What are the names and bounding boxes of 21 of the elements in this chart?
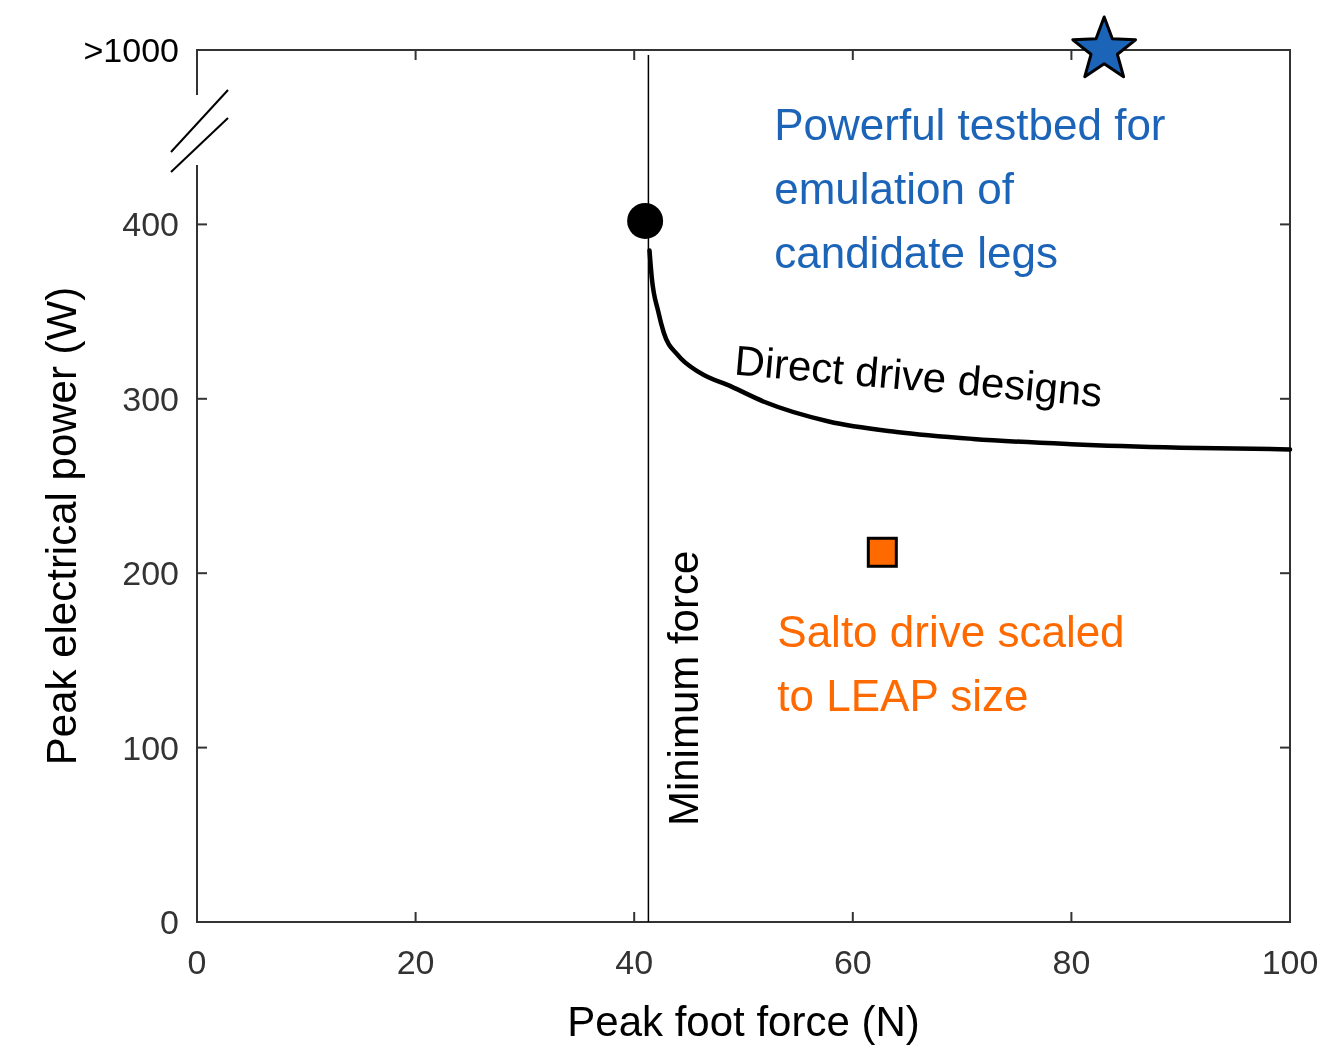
point <box>1071 15 1138 79</box>
y-tick-label: 300 <box>122 379 179 418</box>
y-tick-label: 100 <box>122 728 179 767</box>
x-tick-label: 100 <box>1261 943 1319 981</box>
point <box>627 202 664 239</box>
y-tick-label: 0 <box>160 903 179 941</box>
series-label: Powerful testbed for emulation of candidate legs <box>774 100 1166 277</box>
point <box>866 536 898 568</box>
x-tick-label: 80 <box>1052 943 1091 981</box>
x-tick-label: 60 <box>833 943 872 981</box>
text: Salto drive scaled to LEAP size <box>777 607 1125 721</box>
ref-line-label: Minimum force <box>660 550 708 827</box>
y-tick-label: 400 <box>122 205 179 244</box>
x-tick-label: 20 <box>396 943 435 981</box>
series-label: Direct drive designs <box>732 336 1105 416</box>
y-axis-title: Peak electrical power (W) <box>38 286 85 766</box>
y-tick-label: 200 <box>122 554 179 593</box>
x-tick-label: 40 <box>615 943 654 981</box>
x-axis-title: Peak foot force (N) <box>567 998 920 1045</box>
x-tick-label: 0 <box>187 943 207 981</box>
y-tick-label: >1000 <box>83 31 179 69</box>
